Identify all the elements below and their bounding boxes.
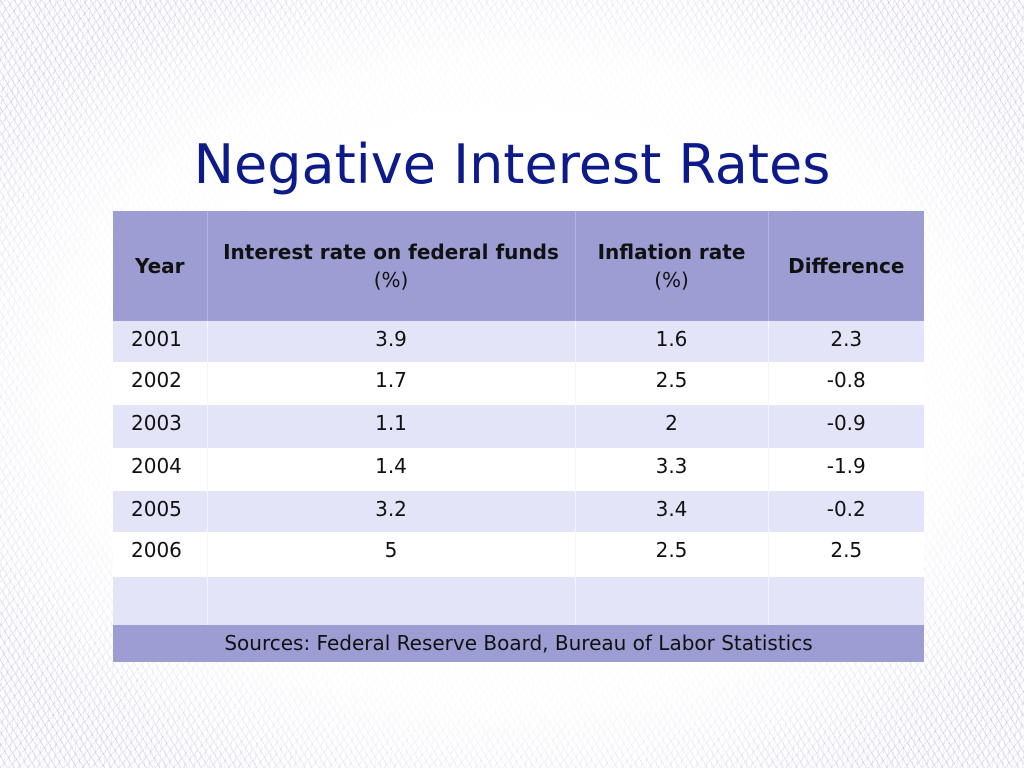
header-interest-main: Interest rate on federal funds	[223, 240, 559, 264]
sources-note: Sources: Federal Reserve Board, Bureau o…	[113, 625, 924, 662]
header-difference: Difference	[768, 211, 924, 321]
table-sources-row: Sources: Federal Reserve Board, Bureau o…	[113, 625, 924, 662]
cell-difference: -0.2	[768, 491, 924, 532]
table-row-empty	[113, 577, 924, 625]
cell-difference: -1.9	[768, 448, 924, 491]
cell-inflation: 3.3	[575, 448, 769, 491]
table-row: 2004 1.4 3.3 -1.9	[113, 448, 924, 491]
header-year: Year	[113, 211, 208, 321]
cell-empty	[113, 577, 208, 625]
table-row: 2003 1.1 2 -0.9	[113, 405, 924, 448]
cell-year: 2004	[113, 448, 208, 491]
cell-empty	[207, 577, 576, 625]
header-inflation-rate: Inflation rate (%)	[575, 211, 769, 321]
table-header-row: Year Interest rate on federal funds (%) …	[113, 211, 924, 321]
cell-interest: 3.9	[207, 321, 576, 362]
header-interest-unit: (%)	[373, 268, 409, 292]
cell-inflation: 1.6	[575, 321, 769, 362]
cell-year: 2005	[113, 491, 208, 532]
header-interest-rate: Interest rate on federal funds (%)	[207, 211, 576, 321]
cell-interest: 1.4	[207, 448, 576, 491]
cell-inflation: 2	[575, 405, 769, 448]
cell-year: 2002	[113, 362, 208, 405]
table-row: 2001 3.9 1.6 2.3	[113, 321, 924, 362]
cell-difference: -0.8	[768, 362, 924, 405]
cell-empty	[575, 577, 769, 625]
table-row: 2006 5 2.5 2.5	[113, 532, 924, 577]
cell-interest: 1.1	[207, 405, 576, 448]
cell-empty	[768, 577, 924, 625]
table-row: 2002 1.7 2.5 -0.8	[113, 362, 924, 405]
cell-difference: 2.3	[768, 321, 924, 362]
slide-title: Negative Interest Rates	[193, 133, 831, 197]
cell-interest: 3.2	[207, 491, 576, 532]
table-row: 2005 3.2 3.4 -0.2	[113, 491, 924, 532]
cell-interest: 5	[207, 532, 576, 577]
cell-year: 2003	[113, 405, 208, 448]
header-inflation-unit: (%)	[654, 268, 689, 292]
cell-inflation: 2.5	[575, 532, 769, 577]
cell-interest: 1.7	[207, 362, 576, 405]
cell-inflation: 3.4	[575, 491, 769, 532]
interest-rate-table: Year Interest rate on federal funds (%) …	[113, 211, 924, 662]
cell-difference: 2.5	[768, 532, 924, 577]
cell-difference: -0.9	[768, 405, 924, 448]
header-inflation-main: Inflation rate	[597, 240, 746, 264]
cell-year: 2006	[113, 532, 208, 577]
cell-year: 2001	[113, 321, 208, 362]
cell-inflation: 2.5	[575, 362, 769, 405]
